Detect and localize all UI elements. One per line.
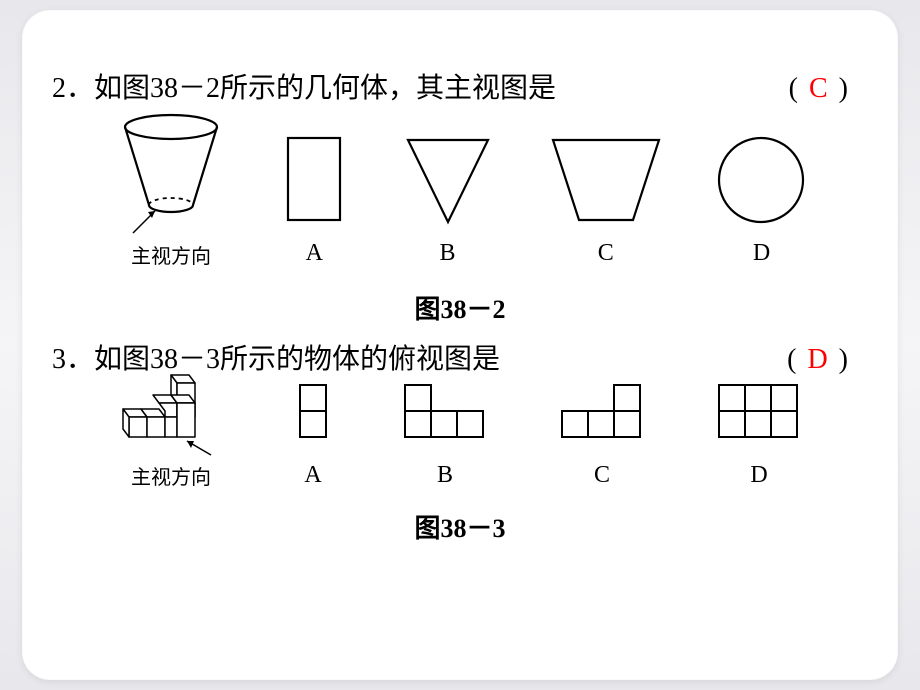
option-2c: C (541, 132, 671, 274)
question-2-answer-group: ( C ) (789, 65, 848, 113)
option-2d: D (714, 132, 809, 274)
question-3-answer-group: ( D ) (787, 336, 848, 384)
option-2a: A (274, 132, 354, 274)
grid-d-icon (709, 379, 809, 449)
figure-2-view-label: 主视方向 (131, 240, 211, 274)
option-3c: C (552, 379, 652, 496)
option-3c-label: C (594, 455, 610, 496)
paren-open: ( (789, 73, 798, 104)
paren-open: ( (787, 344, 796, 375)
option-2b: B (398, 132, 498, 274)
option-3d: D (709, 379, 809, 496)
question-2-answer: C (805, 73, 832, 104)
option-3b: B (395, 379, 495, 496)
rectangle-icon (274, 132, 354, 227)
option-2a-label: A (306, 233, 323, 274)
grid-c-icon (552, 379, 652, 449)
option-3d-label: D (750, 455, 767, 496)
option-2d-label: D (753, 233, 770, 274)
triangle-down-icon (398, 132, 498, 227)
option-2c-label: C (598, 233, 614, 274)
option-3a-label: A (304, 455, 321, 496)
figure-38-3: 主视方向 A (105, 397, 815, 497)
figure-3-solid: 主视方向 (111, 371, 231, 495)
grid-b-icon (395, 379, 495, 449)
figure-2-caption: 图38－2 (22, 288, 898, 332)
option-3b-label: B (437, 455, 453, 496)
paren-close: ) (839, 344, 848, 375)
question-2: 2． 如图38－2所示的几何体，其主视图是 ( C ) (22, 65, 898, 332)
circle-icon (714, 132, 809, 227)
paren-close: ) (839, 73, 848, 104)
option-2b-label: B (439, 233, 455, 274)
cubes-icon (111, 371, 231, 461)
question-3: 3． 如图38－3所示的物体的俯视图是 ( D ) (22, 336, 898, 552)
grid-a-icon (288, 379, 338, 449)
page: 2． 如图38－2所示的几何体，其主视图是 ( C ) (22, 10, 898, 680)
trapezoid-icon (541, 132, 671, 227)
cup-icon (111, 105, 231, 240)
figure-2-solid: 主视方向 (111, 105, 231, 274)
question-3-number: 3． (52, 336, 94, 384)
question-2-number: 2． (52, 65, 94, 113)
figure-3-view-label: 主视方向 (131, 461, 211, 495)
figure-38-2: 主视方向 A B C (105, 133, 815, 278)
option-3a: A (288, 379, 338, 496)
question-3-answer: D (803, 344, 831, 375)
figure-3-caption: 图38－3 (22, 507, 898, 551)
